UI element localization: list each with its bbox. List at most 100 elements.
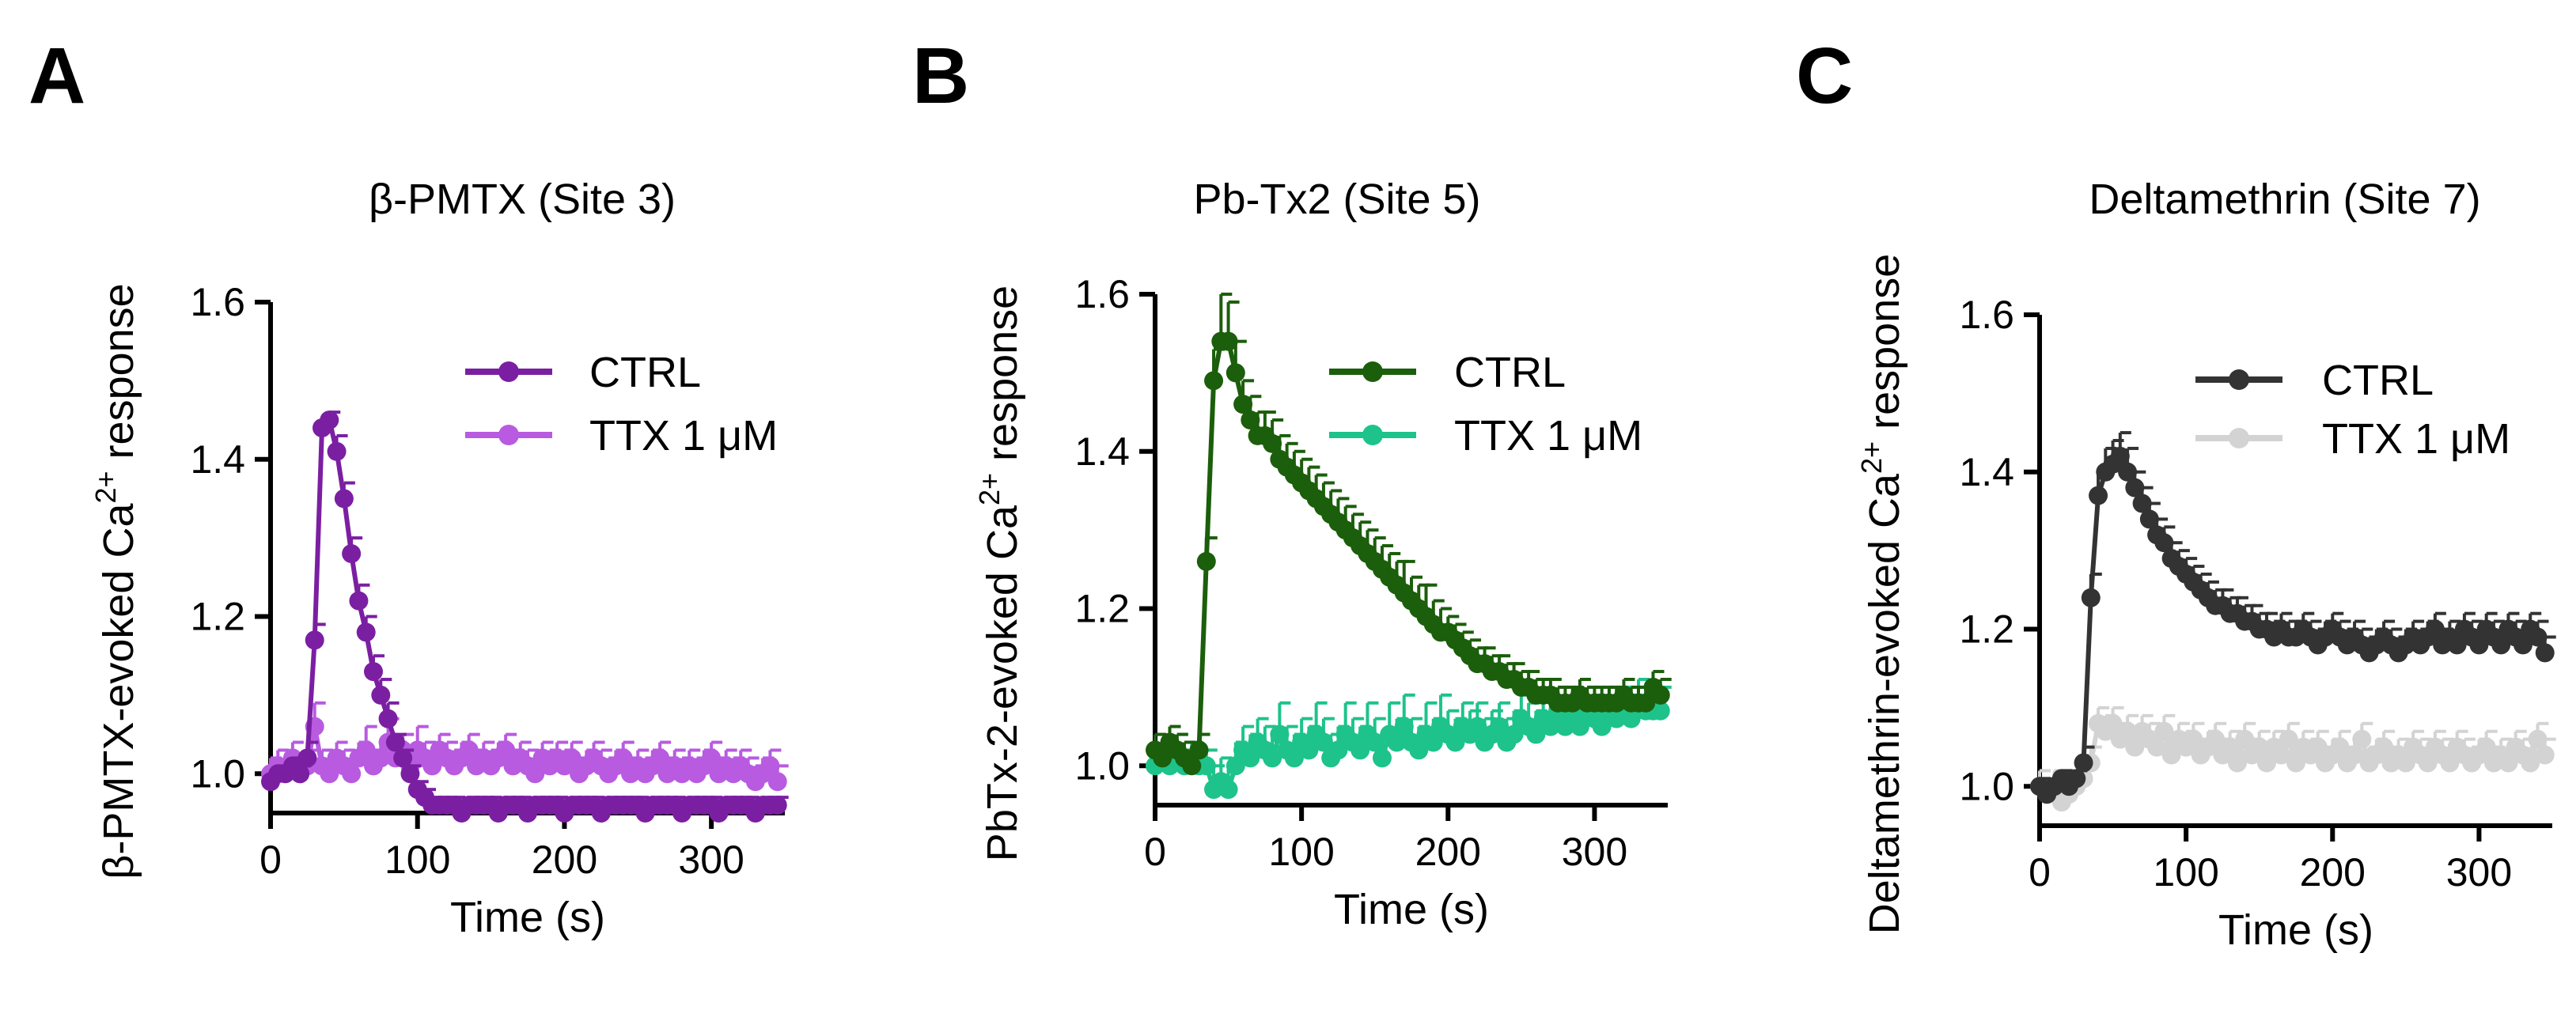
legend-label: CTRL bbox=[1454, 349, 1566, 396]
x-tick-label: 300 bbox=[2446, 850, 2512, 895]
data-point bbox=[1263, 433, 1282, 453]
panel-letter: A bbox=[28, 32, 85, 120]
data-point bbox=[1409, 740, 1429, 760]
data-point bbox=[320, 764, 339, 784]
x-axis-label: Time (s) bbox=[2218, 906, 2373, 954]
data-point bbox=[2528, 627, 2548, 647]
legend-marker bbox=[498, 361, 519, 382]
data-point bbox=[1351, 740, 1370, 760]
y-axis-label-prefix: Deltamethrin-evoked Ca bbox=[1861, 473, 1908, 934]
data-point bbox=[334, 489, 354, 509]
series-ctrl bbox=[2030, 431, 2556, 804]
data-point bbox=[422, 756, 442, 776]
data-point bbox=[2206, 729, 2226, 749]
y-axis-label-superscript: 2+ bbox=[1855, 441, 1888, 474]
legend-label: TTX 1 μM bbox=[2322, 415, 2510, 463]
data-point bbox=[2081, 588, 2101, 607]
data-point bbox=[2256, 753, 2276, 773]
data-point bbox=[767, 796, 787, 815]
y-tick-label: 1.2 bbox=[1074, 587, 1130, 631]
y-axis-label-superscript: 2+ bbox=[89, 471, 122, 503]
x-axis-label: Time (s) bbox=[450, 894, 605, 941]
data-point bbox=[2118, 462, 2138, 482]
y-axis-label-prefix: PbTx-2-evoked Ca bbox=[979, 505, 1026, 861]
data-point bbox=[1241, 748, 1260, 768]
data-point bbox=[1233, 395, 1253, 414]
series-ttx bbox=[261, 701, 789, 792]
data-point bbox=[767, 772, 787, 792]
data-point bbox=[2089, 486, 2108, 505]
data-point bbox=[342, 764, 362, 784]
data-point bbox=[1153, 748, 1172, 768]
data-point bbox=[1204, 371, 1224, 391]
x-axis-label: Time (s) bbox=[1334, 886, 1489, 933]
y-axis-label: β-PMTX-evoked Ca2+ response bbox=[89, 283, 142, 879]
panel-letter: C bbox=[1796, 32, 1853, 120]
data-point bbox=[1445, 732, 1465, 752]
data-point bbox=[2161, 745, 2181, 765]
data-point bbox=[1365, 732, 1385, 752]
data-point bbox=[1526, 724, 1546, 744]
data-point bbox=[1423, 732, 1443, 752]
data-point bbox=[1284, 748, 1304, 768]
data-point bbox=[1621, 709, 1641, 728]
panel-c: C Deltamethrin (Site 7) 0 100 200 300 1.0 1.2 1.… bbox=[1796, 32, 2556, 954]
data-point bbox=[2125, 737, 2145, 757]
data-point bbox=[459, 740, 479, 760]
panel-a: Aβ-PMTX (Site 3) 0 100 200 300 1.0 1.2 1.4 1.6 Ti… bbox=[28, 32, 789, 941]
y-tick-label: 1.6 bbox=[190, 280, 245, 324]
x-tick-label: 300 bbox=[678, 838, 744, 882]
data-point bbox=[356, 740, 376, 760]
data-point bbox=[1650, 685, 1670, 705]
y-tick-label: 1.6 bbox=[1959, 293, 2014, 337]
data-point bbox=[364, 662, 383, 682]
y-tick-label: 1.2 bbox=[1959, 607, 2014, 652]
data-point bbox=[2352, 729, 2372, 749]
data-point bbox=[2476, 737, 2496, 757]
y-axis-label-suffix: response bbox=[1861, 254, 1908, 441]
x-tick-label: 0 bbox=[259, 838, 282, 882]
data-point bbox=[2110, 446, 2130, 466]
data-point bbox=[2513, 635, 2532, 655]
data-point bbox=[342, 544, 362, 564]
data-point bbox=[2521, 753, 2540, 773]
data-point bbox=[2330, 737, 2350, 757]
data-point bbox=[1263, 748, 1282, 768]
data-point bbox=[2279, 729, 2298, 749]
data-point bbox=[2184, 729, 2203, 749]
data-point bbox=[2125, 478, 2145, 497]
data-point bbox=[1387, 732, 1407, 752]
data-point bbox=[2249, 737, 2269, 757]
data-point bbox=[2132, 494, 2152, 513]
chart-title: Pb-Tx2 (Site 5) bbox=[1193, 176, 1480, 223]
data-point bbox=[2528, 729, 2548, 749]
data-point bbox=[702, 748, 722, 768]
data-point bbox=[400, 764, 420, 784]
data-point bbox=[385, 732, 405, 752]
data-point bbox=[2118, 721, 2138, 741]
y-axis-label-superscript: 2+ bbox=[973, 473, 1006, 505]
data-point bbox=[1636, 693, 1656, 713]
legend-label: TTX 1 μM bbox=[1454, 412, 1642, 460]
data-point bbox=[2345, 745, 2365, 765]
data-point bbox=[327, 441, 347, 461]
series-ttx bbox=[2030, 705, 2556, 812]
x-tick-label: 100 bbox=[385, 838, 450, 882]
legend-marker bbox=[2229, 369, 2249, 390]
data-point bbox=[1218, 780, 1238, 800]
data-point bbox=[320, 410, 339, 430]
y-tick-label: 1.4 bbox=[1959, 450, 2014, 494]
data-point bbox=[356, 622, 376, 642]
data-point bbox=[2469, 635, 2489, 655]
data-point bbox=[2425, 619, 2445, 639]
x-tick-label: 200 bbox=[532, 838, 597, 882]
panel-letter: B bbox=[912, 32, 969, 120]
data-point bbox=[1504, 724, 1524, 744]
data-point bbox=[2491, 635, 2511, 655]
data-point bbox=[371, 685, 391, 705]
data-point bbox=[1394, 717, 1414, 736]
data-point bbox=[2235, 729, 2255, 749]
legend-marker bbox=[2229, 428, 2249, 448]
data-point bbox=[562, 748, 581, 768]
data-point bbox=[2271, 745, 2291, 765]
